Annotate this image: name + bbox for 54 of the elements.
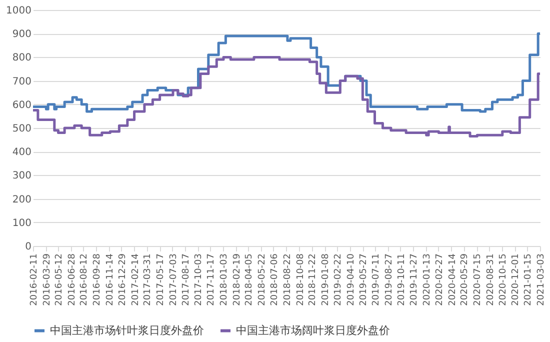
x-tick-label: 2018-05-22 [258,254,268,306]
x-tick-label: 2020-10-15 [498,254,508,306]
y-tick-label: 400 [12,147,32,158]
x-tick-label: 2021-01-15 [524,254,534,306]
y-tick-label: 200 [12,194,32,206]
legend-label: 中国主港市场针叶浆日度外盘价 [50,324,204,337]
y-tick-label: 0 [25,242,32,252]
x-tick-label: 2020-05-29 [460,253,470,306]
y-tick-label: 100 [12,218,32,229]
x-tick-label: 2016-02-11 [30,254,40,306]
x-tick-label: 2019-11-27 [410,254,420,306]
y-tick-label: 700 [12,76,32,88]
x-tick-label: 2017-02-14 [130,253,141,306]
y-tick-label: 1000 [6,6,32,16]
y-tick-label: 900 [12,29,32,40]
y-tick-label: 800 [12,52,32,64]
x-tick-label: 2019-02-22 [333,254,344,306]
x-tick-label: 2019-10-11 [396,254,407,306]
x-tick-label: 2019-01-08 [321,253,332,306]
x-tick-label: 2017-07-03 [168,254,179,306]
x-tick-label: 2018-01-03 [219,254,230,306]
x-tick-label: 2016-09-28 [92,253,103,306]
y-tick-label: 500 [12,124,32,134]
x-tick-label: 2018-02-19 [232,253,242,306]
x-tick-label: 2016-03-29 [42,253,52,306]
x-tick-label: 2017-05-17 [156,254,166,306]
x-tick-label: 2016-12-29 [118,253,128,306]
y-tick-label: 300 [12,170,32,182]
x-tick-label: 2020-04-14 [448,253,458,306]
x-tick-label: 2017-08-17 [181,254,192,306]
x-tick-label: 2018-10-08 [296,253,306,306]
x-tick-label: 2018-08-22 [282,254,293,306]
x-tick-label: 2019-04-10 [346,253,356,306]
y-tick-label: 600 [12,100,32,111]
x-tick-label: 2017-10-03 [194,254,204,306]
x-tick-label: 2019-08-27 [384,254,394,306]
x-tick-label: 2020-01-13 [422,254,433,306]
x-tick-label: 2020-02-27 [434,254,445,306]
x-tick-label: 2020-07-15 [473,254,484,306]
x-tick-label: 2017-03-31 [143,254,154,306]
x-tick-label: 2017-11-17 [206,254,217,306]
x-tick-label: 2020-12-01 [511,254,522,306]
x-tick-label: 2020-08-31 [486,254,496,306]
x-tick-label: 2018-11-22 [308,254,318,306]
x-tick-label: 2016-08-12 [80,254,90,306]
legend-label: 中国主港市场阔叶浆日度外盘价 [236,324,390,337]
x-tick-label: 2016-06-28 [67,253,78,306]
x-tick-label: 2019-07-11 [372,254,382,306]
x-tick-label: 2016-05-12 [54,254,64,306]
x-tick-label: 2016-11-14 [106,253,116,306]
x-tick-label: 2018-07-06 [270,253,280,306]
x-tick-label: 2019-05-27 [359,254,370,306]
x-tick-label: 2021-03-03 [536,254,546,306]
x-tick-label: 2018-04-05 [244,254,255,306]
